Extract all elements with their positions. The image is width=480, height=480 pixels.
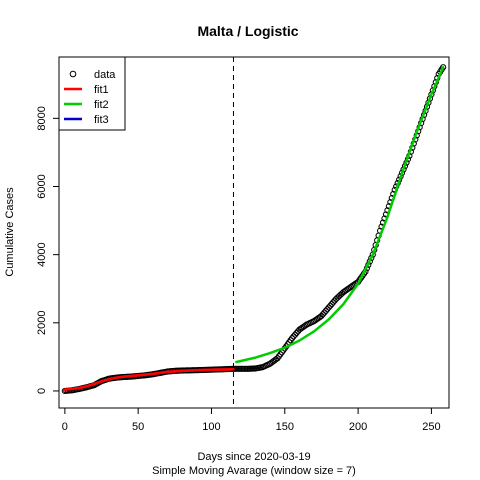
legend-label-fit2: fit2 bbox=[94, 99, 109, 111]
legend-symbol-data bbox=[69, 70, 77, 78]
x-tick-label: 200 bbox=[349, 421, 367, 433]
y-axis: 0 2000 4000 6000 8000 bbox=[36, 106, 60, 394]
x-tick-label: 100 bbox=[202, 421, 220, 433]
legend-label-data: data bbox=[94, 69, 116, 81]
series-fit2-line bbox=[235, 65, 445, 364]
y-tick-label: 2000 bbox=[36, 311, 48, 335]
x-tick-label: 150 bbox=[276, 421, 294, 433]
y-tick-label: 0 bbox=[36, 388, 48, 394]
y-tick-label: 6000 bbox=[36, 174, 48, 198]
y-tick-label: 8000 bbox=[36, 106, 48, 130]
x-axis-label: Days since 2020-03-19 bbox=[197, 451, 310, 463]
x-axis-sublabel: Simple Moving Avarage (window size = 7) bbox=[152, 465, 356, 477]
x-axis: 0 50 100 150 200 250 bbox=[62, 407, 441, 433]
x-tick-label: 0 bbox=[62, 421, 68, 433]
chart-title: Malta / Logistic bbox=[197, 23, 298, 39]
legend-label-fit1: fit1 bbox=[94, 84, 109, 96]
y-tick-label: 4000 bbox=[36, 242, 48, 266]
series-fit1-line-overlay bbox=[64, 367, 234, 391]
x-tick-label: 250 bbox=[422, 421, 440, 433]
y-axis-label: Cumulative Cases bbox=[4, 187, 16, 277]
series-layer bbox=[61, 64, 447, 395]
legend: data fit1 fit2 fit3 bbox=[58, 56, 126, 131]
x-tick-label: 50 bbox=[132, 421, 144, 433]
legend-label-fit3: fit3 bbox=[94, 114, 109, 126]
